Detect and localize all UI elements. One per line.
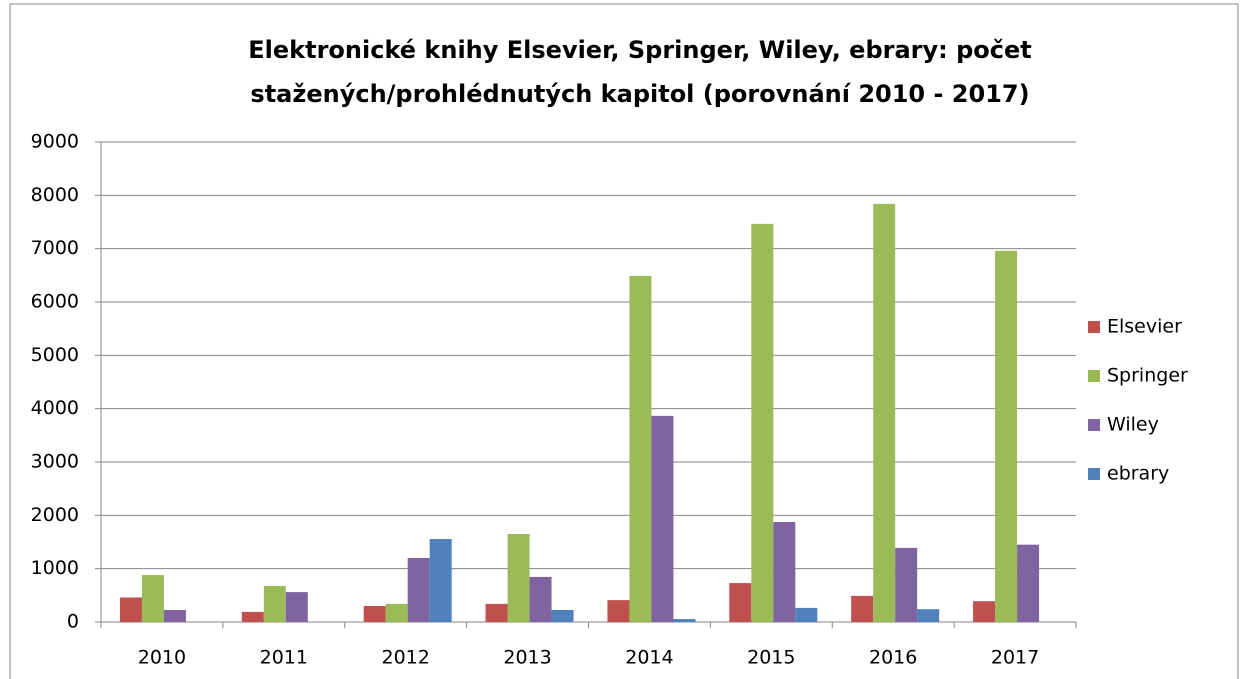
- bar: [263, 586, 286, 622]
- bar: [119, 597, 142, 622]
- y-tick-label: 4000: [31, 397, 79, 419]
- bar: [795, 607, 818, 622]
- bar: [507, 534, 530, 622]
- x-tick-label: 2011: [260, 647, 308, 669]
- bar: [751, 223, 774, 622]
- y-tick-label: 7000: [31, 237, 79, 259]
- legend-label: Wiley: [1107, 414, 1159, 436]
- x-tick-label: 2010: [138, 647, 186, 669]
- y-tick-label: 1000: [31, 557, 79, 579]
- bar: [407, 558, 430, 622]
- x-tick-label: 2015: [747, 647, 795, 669]
- chart-title: Elektronické knihy Elsevier, Springer, W…: [248, 36, 1032, 64]
- bar: [485, 603, 508, 622]
- bar: [629, 275, 652, 622]
- legend-swatch: [1088, 419, 1100, 431]
- bar: [141, 575, 164, 622]
- x-tick-label: 2017: [991, 647, 1039, 669]
- bar: [917, 609, 940, 622]
- x-tick-label: 2016: [869, 647, 917, 669]
- y-tick-label: 0: [67, 611, 79, 633]
- legend-label: ebrary: [1107, 463, 1169, 485]
- bar: [163, 610, 186, 622]
- bar: [241, 611, 264, 622]
- bar: [1017, 544, 1040, 622]
- y-tick-label: 8000: [31, 184, 79, 206]
- y-tick-label: 9000: [31, 131, 79, 153]
- x-tick-label: 2014: [625, 647, 673, 669]
- bar: [385, 603, 408, 622]
- x-tick-label: 2012: [382, 647, 430, 669]
- bar: [651, 415, 674, 622]
- legend-label: Elsevier: [1107, 316, 1182, 338]
- bar: [729, 583, 752, 622]
- bar: [673, 619, 696, 622]
- bar: [285, 592, 308, 622]
- chart-title: stažených/prohlédnutých kapitol (porovná…: [250, 80, 1029, 108]
- legend-swatch: [1088, 321, 1100, 333]
- bar: [529, 576, 552, 622]
- bar: [551, 610, 574, 622]
- bar: [995, 250, 1018, 623]
- bar: [607, 600, 630, 622]
- bar: [363, 606, 386, 622]
- legend-label: Springer: [1107, 365, 1188, 387]
- y-tick-label: 5000: [31, 344, 79, 366]
- x-tick-label: 2013: [503, 647, 551, 669]
- y-tick-label: 6000: [31, 291, 79, 313]
- bar: [429, 539, 452, 622]
- bar: [973, 601, 996, 622]
- bar: [851, 595, 874, 622]
- bar: [895, 547, 918, 622]
- bar: [873, 203, 896, 622]
- y-tick-label: 3000: [31, 451, 79, 473]
- y-tick-label: 2000: [31, 504, 79, 526]
- legend-swatch: [1088, 370, 1100, 382]
- bar: [773, 522, 796, 622]
- legend-swatch: [1088, 468, 1100, 480]
